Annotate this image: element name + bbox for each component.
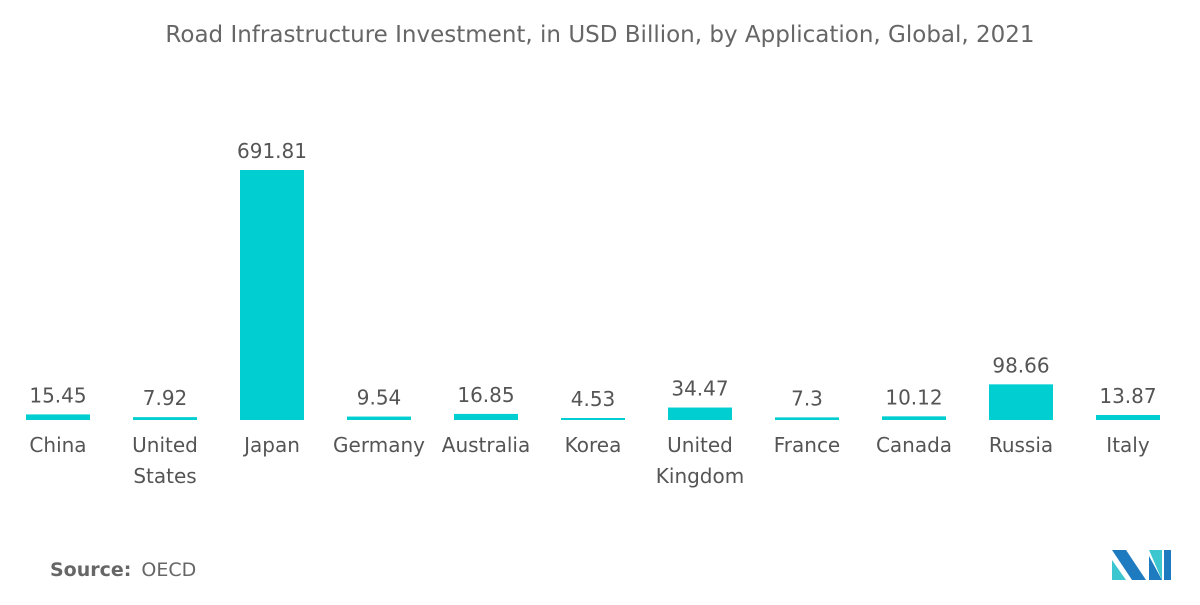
category-label: Kingdom: [656, 464, 744, 488]
category-label: United: [132, 433, 198, 457]
bar: [775, 417, 839, 420]
category-label: States: [133, 464, 196, 488]
category-label: France: [774, 433, 841, 457]
bar: [240, 170, 304, 420]
category-label: Korea: [565, 433, 622, 457]
bar: [1096, 414, 1160, 420]
bar: [561, 418, 625, 420]
source: Source: OECD: [50, 559, 196, 581]
category-label: Russia: [989, 433, 1053, 457]
bar: [347, 416, 411, 420]
bar: [989, 384, 1053, 420]
category-label: China: [29, 433, 86, 457]
data-label: 98.66: [992, 353, 1049, 377]
category-label: Japan: [242, 433, 300, 457]
data-label: 7.3: [791, 386, 823, 410]
chart-title: Road Infrastructure Investment, in USD B…: [165, 22, 1035, 48]
data-label: 16.85: [457, 383, 514, 407]
data-label: 7.92: [143, 386, 188, 410]
bar: [26, 414, 90, 420]
category-label: Germany: [333, 433, 425, 457]
category-label: United: [667, 433, 733, 457]
source-value: OECD: [141, 559, 197, 581]
bar: [133, 417, 197, 420]
data-label: 691.81: [237, 139, 307, 163]
logo-icon: [1112, 550, 1171, 580]
data-label: 13.87: [1099, 384, 1156, 408]
source-label: Source:: [50, 559, 132, 581]
bar: [668, 407, 732, 420]
bar: [882, 416, 946, 420]
category-label: Canada: [876, 433, 952, 457]
category-label: Australia: [442, 433, 530, 457]
data-label: 9.54: [357, 386, 402, 410]
bar: [454, 413, 518, 420]
category-label: Italy: [1106, 433, 1150, 457]
data-label: 15.45: [29, 383, 86, 407]
data-label: 10.12: [885, 385, 942, 409]
data-label: 34.47: [671, 377, 728, 401]
data-label: 4.53: [571, 387, 616, 411]
